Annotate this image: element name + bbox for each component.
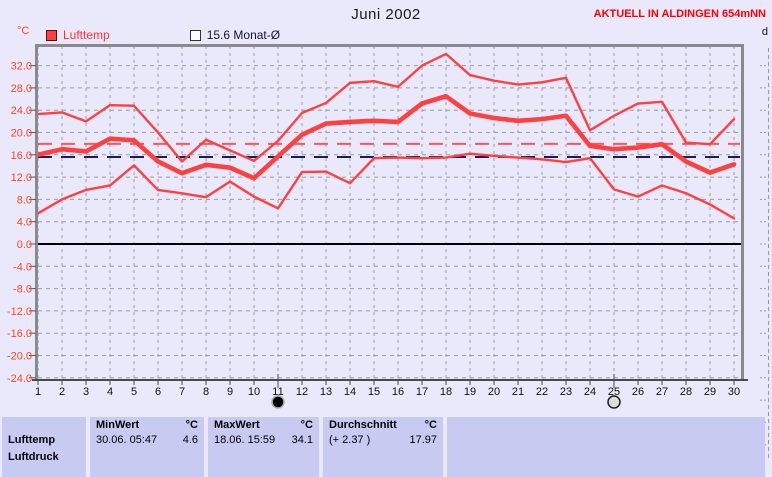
svg-text:25: 25 bbox=[608, 386, 620, 398]
durchschnitt-anomaly: (+ 2.37 ) bbox=[329, 434, 371, 446]
x-axis-unit-label: d bbox=[761, 26, 768, 38]
svg-text:-20.0: -20.0 bbox=[7, 351, 32, 363]
svg-text:8.0: 8.0 bbox=[17, 194, 32, 206]
y-axis-unit-label: °C bbox=[17, 25, 30, 37]
maxwert-value: 34.1 bbox=[291, 434, 313, 446]
table-row-label-cell: Lufttemp Luftdruck bbox=[2, 417, 86, 477]
svg-text:28.0: 28.0 bbox=[11, 83, 32, 95]
maxwert-header: MaxWert bbox=[214, 419, 260, 431]
maxwert-datetime: 18.06. 15:59 bbox=[214, 434, 276, 446]
svg-text:18: 18 bbox=[440, 386, 452, 398]
svg-text:6: 6 bbox=[155, 386, 161, 398]
minwert-value: 4.6 bbox=[182, 434, 198, 446]
svg-text:20.0: 20.0 bbox=[11, 128, 32, 140]
axis-labels: -24.0 -20.0 -16.0 -12.0 -8.0 -4.0 0.0 4.0 8.0 12.… bbox=[7, 61, 740, 398]
svg-text:-4.0: -4.0 bbox=[13, 261, 32, 273]
series-mean-line bbox=[35, 93, 737, 181]
svg-text:12.0: 12.0 bbox=[11, 172, 32, 184]
svg-text:0.0: 0.0 bbox=[17, 239, 32, 251]
svg-text:19: 19 bbox=[464, 386, 476, 398]
svg-text:23: 23 bbox=[560, 386, 572, 398]
svg-text:-16.0: -16.0 bbox=[7, 328, 32, 340]
legend: Lufttemp 15.6 Monat-Ø bbox=[46, 28, 280, 42]
maxwert-cell: MaxWert °C 18.06. 15:59 34.1 bbox=[208, 417, 319, 477]
durchschnitt-unit: °C bbox=[424, 419, 437, 431]
svg-text:16: 16 bbox=[392, 386, 404, 398]
svg-text:-8.0: -8.0 bbox=[13, 284, 32, 296]
svg-text:16.0: 16.0 bbox=[11, 150, 32, 162]
svg-text:11: 11 bbox=[272, 386, 283, 398]
row-label-lufttemp: Lufttemp bbox=[8, 434, 56, 446]
svg-text:17: 17 bbox=[416, 386, 428, 398]
plot-frame bbox=[32, 44, 748, 381]
svg-text:5: 5 bbox=[131, 386, 137, 398]
moon-marker-full-moon bbox=[607, 395, 621, 409]
svg-text:8: 8 bbox=[203, 386, 209, 398]
grid bbox=[37, 46, 740, 379]
svg-text:4: 4 bbox=[107, 386, 113, 398]
durchschnitt-value: 17.97 bbox=[409, 434, 437, 446]
svg-text:-24.0: -24.0 bbox=[7, 373, 32, 385]
svg-text:26: 26 bbox=[632, 386, 644, 398]
station-banner: AKTUELL IN ALDINGEN 654mNN bbox=[593, 8, 766, 20]
svg-text:32.0: 32.0 bbox=[11, 61, 32, 73]
empty-cell bbox=[447, 417, 765, 477]
svg-text:29: 29 bbox=[704, 386, 716, 398]
legend-lufttemp-label: Lufttemp bbox=[63, 28, 110, 42]
svg-text:12: 12 bbox=[296, 386, 308, 398]
svg-text:30: 30 bbox=[728, 386, 740, 398]
temperature-chart: -24.0 -20.0 -16.0 -12.0 -8.0 -4.0 0.0 4.0 8.0 12.… bbox=[7, 44, 769, 458]
series-max-line bbox=[36, 52, 736, 163]
lufttemp-swatch-icon bbox=[46, 29, 57, 41]
svg-text:21: 21 bbox=[512, 386, 524, 398]
series-min-line bbox=[36, 152, 736, 220]
svg-text:27: 27 bbox=[656, 386, 668, 398]
svg-text:24.0: 24.0 bbox=[11, 105, 32, 117]
legend-monthly-avg-label: 15.6 Monat-Ø bbox=[206, 28, 281, 42]
monthly-avg-swatch-icon bbox=[189, 29, 201, 41]
durchschnitt-cell: Durchschnitt °C (+ 2.37 ) 17.97 bbox=[323, 417, 443, 477]
svg-text:13: 13 bbox=[320, 386, 332, 398]
minwert-datetime: 30.06. 05:47 bbox=[96, 434, 158, 446]
minwert-header: MinWert bbox=[96, 419, 140, 431]
svg-text:24: 24 bbox=[584, 386, 596, 398]
minwert-unit: °C bbox=[185, 419, 198, 431]
maxwert-unit: °C bbox=[300, 419, 313, 431]
page-title: Juni 2002 bbox=[351, 6, 421, 23]
summary-table: Lufttemp Luftdruck MinWert °C 30.06. 05:… bbox=[0, 417, 772, 477]
adjacent-panel-edge bbox=[760, 48, 769, 458]
minwert-cell: MinWert °C 30.06. 05:47 4.6 bbox=[90, 417, 204, 477]
moon-marker-new-moon bbox=[271, 395, 285, 409]
svg-text:4.0: 4.0 bbox=[17, 217, 32, 229]
svg-text:14: 14 bbox=[344, 386, 356, 398]
svg-text:20: 20 bbox=[488, 386, 500, 398]
svg-text:15: 15 bbox=[368, 386, 380, 398]
svg-text:10: 10 bbox=[248, 386, 260, 398]
svg-text:28: 28 bbox=[680, 386, 692, 398]
durchschnitt-header: Durchschnitt bbox=[329, 419, 397, 431]
svg-text:1: 1 bbox=[35, 386, 41, 398]
svg-text:7: 7 bbox=[179, 386, 185, 398]
svg-text:3: 3 bbox=[83, 386, 89, 398]
svg-text:2: 2 bbox=[59, 386, 65, 398]
svg-text:-12.0: -12.0 bbox=[7, 306, 32, 318]
svg-text:9: 9 bbox=[227, 386, 233, 398]
svg-text:22: 22 bbox=[536, 386, 548, 398]
